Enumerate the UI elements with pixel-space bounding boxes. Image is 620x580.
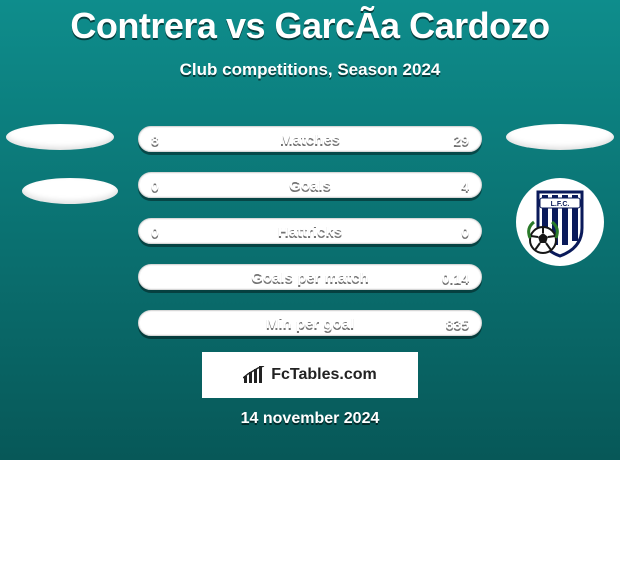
comparison-panel: Contrera vs GarcÃ­a Cardozo Club competi… bbox=[0, 0, 620, 460]
stat-row-goals-per-match: Goals per match 0.14 bbox=[138, 264, 482, 290]
left-club-logo-placeholder bbox=[22, 178, 118, 204]
stat-right-value: 0.14 bbox=[430, 265, 481, 291]
stat-label: Hattricks bbox=[139, 219, 481, 245]
stat-right-value: 4 bbox=[449, 173, 481, 199]
stat-label: Goals bbox=[139, 173, 481, 199]
brand-box: FcTables.com bbox=[202, 352, 418, 398]
stat-right-value: 0 bbox=[449, 219, 481, 245]
stat-right-value: 835 bbox=[434, 311, 481, 337]
stat-row-goals: 0 Goals 4 bbox=[138, 172, 482, 198]
stat-left-value bbox=[139, 311, 163, 337]
club-initials: L.F.C. bbox=[551, 201, 570, 208]
stat-label: Matches bbox=[139, 127, 481, 153]
left-player-photo-placeholder bbox=[6, 124, 114, 150]
footer-date: 14 november 2024 bbox=[0, 410, 620, 428]
stat-left-value: 8 bbox=[139, 127, 171, 153]
stat-row-matches: 8 Matches 29 bbox=[138, 126, 482, 152]
stat-row-hattricks: 0 Hattricks 0 bbox=[138, 218, 482, 244]
stats-table: 8 Matches 29 0 Goals 4 0 Hattricks 0 Goa… bbox=[138, 126, 482, 356]
stat-row-min-per-goal: Min per goal 835 bbox=[138, 310, 482, 336]
stat-right-value: 29 bbox=[441, 127, 481, 153]
right-player-photo-placeholder bbox=[506, 124, 614, 150]
stat-left-value: 0 bbox=[139, 219, 171, 245]
subtitle: Club competitions, Season 2024 bbox=[0, 60, 620, 80]
page-title: Contrera vs GarcÃ­a Cardozo bbox=[0, 6, 620, 46]
brand-text: FcTables.com bbox=[271, 366, 377, 384]
stat-left-value: 0 bbox=[139, 173, 171, 199]
stat-left-value bbox=[139, 265, 163, 291]
right-club-logo: L.F.C. bbox=[516, 178, 604, 266]
bar-chart-icon bbox=[243, 366, 265, 384]
stat-label: Min per goal bbox=[139, 311, 481, 337]
